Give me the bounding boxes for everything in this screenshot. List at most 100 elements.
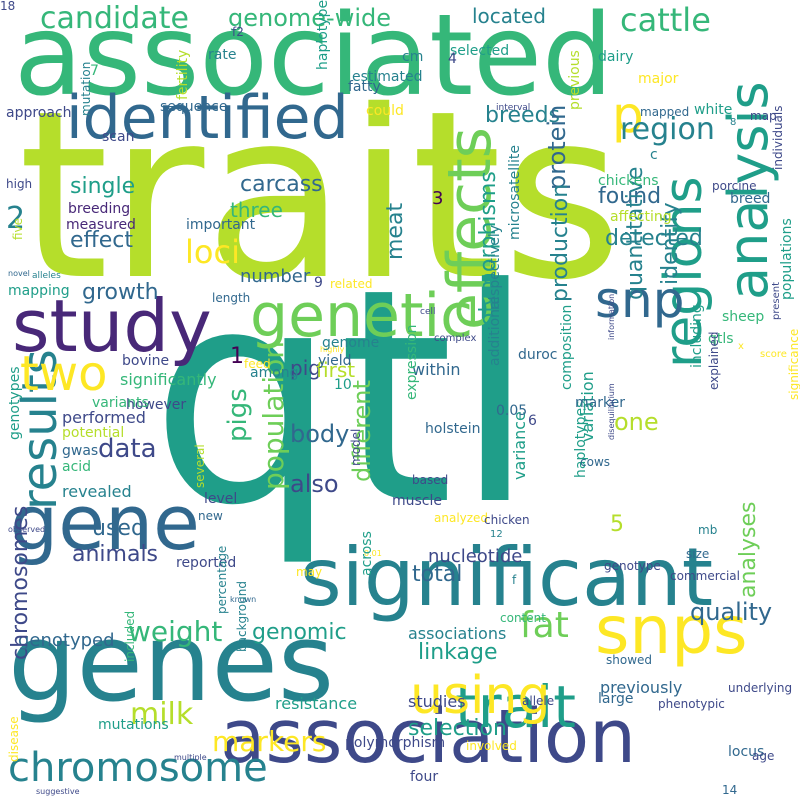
word-holstein: holstein bbox=[425, 421, 481, 437]
word-novel: novel bbox=[8, 269, 30, 278]
word-polymorphism: polymorphism bbox=[345, 735, 446, 751]
word-study: study bbox=[12, 284, 212, 368]
word-three: three bbox=[230, 198, 283, 222]
word-pigs: pigs bbox=[223, 388, 253, 442]
word-reported: reported bbox=[176, 555, 237, 571]
word-however: however bbox=[126, 397, 187, 413]
word-2: 2 bbox=[6, 201, 26, 236]
word-genomic: genomic bbox=[252, 620, 347, 645]
word-effect: effect bbox=[70, 228, 133, 253]
word-disease: disease bbox=[7, 716, 21, 762]
word-phenotypic: phenotypic bbox=[658, 697, 725, 711]
word-observed: observed bbox=[8, 525, 46, 534]
word-within: within bbox=[412, 360, 461, 379]
word-explained: explained bbox=[707, 331, 721, 390]
word-carcass: carcass bbox=[240, 172, 323, 197]
word-5: 5 bbox=[610, 512, 624, 537]
word-single: single bbox=[70, 174, 136, 199]
word-two: two bbox=[20, 346, 108, 402]
word-breeds: breeds bbox=[485, 103, 561, 128]
word-fat: fat bbox=[520, 605, 569, 646]
word-nucleotide: nucleotide bbox=[428, 546, 523, 567]
word-map: map bbox=[750, 109, 777, 123]
word-growth: growth bbox=[82, 280, 159, 305]
word-measured: measured bbox=[66, 217, 136, 233]
word-qtls: qtls bbox=[708, 331, 734, 347]
word-genotype: genotype bbox=[604, 559, 661, 573]
word-could: could bbox=[366, 103, 404, 119]
word-x: x bbox=[738, 341, 744, 352]
word-found: found bbox=[598, 184, 662, 209]
word-milk: milk bbox=[130, 697, 194, 732]
word-3: 3 bbox=[432, 188, 444, 209]
word-variance: variance bbox=[510, 411, 529, 480]
word-first: first bbox=[316, 358, 356, 382]
word-also: also bbox=[290, 470, 339, 498]
word-model: model bbox=[349, 428, 363, 466]
word-genetic: genetic bbox=[250, 281, 474, 351]
word-related: related bbox=[330, 277, 373, 291]
word-genome-wide: genome-wide bbox=[228, 4, 391, 32]
word-body: body bbox=[290, 420, 350, 448]
word-mapping: mapping bbox=[8, 283, 70, 299]
word-protein: protein bbox=[543, 104, 571, 190]
word-14: 14 bbox=[722, 783, 738, 797]
word-percentage: percentage bbox=[215, 545, 229, 614]
word-analyses: analyses bbox=[736, 501, 761, 599]
word-pig: pig bbox=[290, 356, 321, 380]
word-important: important bbox=[186, 217, 256, 233]
word-significant: significant bbox=[300, 531, 714, 624]
word-may: may bbox=[296, 565, 323, 579]
word-selection: selection bbox=[408, 716, 507, 741]
word-approach: approach bbox=[6, 105, 72, 121]
word-white: white bbox=[694, 102, 733, 118]
word-association: association bbox=[220, 694, 637, 780]
word-highly: highly bbox=[320, 345, 345, 354]
word-snp: snp bbox=[595, 271, 685, 329]
word-acid: acid bbox=[62, 459, 92, 475]
word-mapped: mapped bbox=[640, 105, 690, 119]
word-genes: genes bbox=[8, 601, 335, 726]
word-level: level bbox=[204, 491, 238, 507]
word-mutations: mutations bbox=[98, 717, 169, 733]
word-chickens: chickens bbox=[598, 173, 659, 189]
word-p: p bbox=[612, 86, 644, 144]
word-dairy: dairy bbox=[598, 49, 634, 65]
word-meat: meat bbox=[383, 202, 408, 260]
word-multiple: multiple bbox=[174, 753, 207, 762]
word-gwas: gwas bbox=[62, 443, 99, 459]
word-composition: composition bbox=[559, 304, 575, 390]
word-previous: previous bbox=[567, 50, 583, 110]
word-genotyped: genotyped bbox=[18, 630, 115, 651]
word-chromosome: chromosome bbox=[8, 745, 268, 791]
word-breed: breed bbox=[730, 191, 771, 207]
word-yield: yield bbox=[318, 353, 352, 369]
word-involved: involved bbox=[466, 739, 517, 753]
word-sheep: sheep bbox=[722, 309, 765, 325]
word-four: four bbox=[410, 769, 439, 785]
word-suggestive: suggestive bbox=[36, 787, 80, 796]
word-selected: selected bbox=[450, 43, 510, 59]
word-12: 12 bbox=[490, 529, 503, 540]
word-rate: rate bbox=[208, 47, 237, 63]
word-breeding: breeding bbox=[68, 201, 131, 217]
word-five: five bbox=[11, 217, 25, 240]
word-region: region bbox=[620, 112, 715, 147]
word-7: 7 bbox=[90, 63, 99, 79]
word-scan: scan bbox=[102, 129, 135, 145]
word-interval: interval bbox=[496, 103, 531, 113]
word-snps: snps bbox=[595, 592, 748, 669]
word-based: based bbox=[412, 473, 449, 487]
word-showed: showed bbox=[606, 653, 653, 667]
word-present: present bbox=[771, 281, 782, 320]
word-sequence: sequence bbox=[160, 99, 228, 115]
word-8: 8 bbox=[730, 117, 737, 128]
word-c: c bbox=[650, 147, 658, 163]
word-gene: gene bbox=[10, 478, 200, 567]
word-significantly: significantly bbox=[120, 370, 217, 389]
word-across: across bbox=[359, 531, 375, 576]
word-associated: associated bbox=[14, 0, 614, 121]
word-cattle: cattle bbox=[620, 1, 711, 39]
word-background: background bbox=[235, 581, 249, 652]
